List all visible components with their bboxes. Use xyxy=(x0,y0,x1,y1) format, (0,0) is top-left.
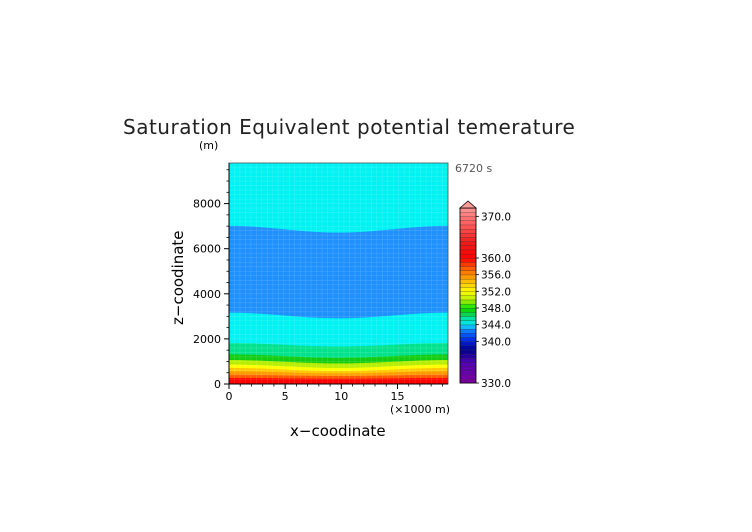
colorbar-level xyxy=(459,324,477,330)
colorbar: 370.0 360.0 356.0 352.0 348.0 344.0 340.0 330.0 xyxy=(458,200,511,390)
colorbar-level xyxy=(459,266,477,271)
colorbar-level xyxy=(459,232,477,238)
colorbar-level xyxy=(459,303,477,309)
colorbar-level xyxy=(459,341,477,346)
colorbar-level xyxy=(459,282,477,288)
colorbar-level xyxy=(459,262,477,267)
colorbar-level xyxy=(459,245,477,251)
x-axis-label: x−coodinate xyxy=(290,422,386,440)
colorbar-extend-arrow xyxy=(458,200,478,209)
colorbar-level xyxy=(459,362,477,367)
colorbar-level xyxy=(459,345,477,351)
x-tick-label: 5 xyxy=(282,390,289,403)
colorbar-level xyxy=(459,216,477,221)
colorbar-level xyxy=(459,374,477,380)
colorbar-level xyxy=(459,253,477,259)
y-axis: 0 2000 4000 6000 8000 xyxy=(193,163,230,391)
colorbar-tick-label: 330.0 xyxy=(481,378,511,390)
colorbar-level xyxy=(459,274,477,280)
colorbar-level xyxy=(459,357,477,363)
colorbar-level xyxy=(459,241,477,246)
y-tick-label: 4000 xyxy=(193,288,221,301)
colorbar-level xyxy=(459,249,477,255)
y-tick-label: 2000 xyxy=(193,333,221,346)
time-label: 6720 s xyxy=(455,162,492,175)
y-unit-label: (m) xyxy=(199,139,218,152)
colorbar-level xyxy=(459,312,477,317)
colorbar-level xyxy=(459,299,477,305)
colorbar-level xyxy=(459,237,477,242)
colorbar-level xyxy=(459,224,477,230)
y-tick-label: 6000 xyxy=(193,243,221,256)
y-tick-label: 8000 xyxy=(193,198,221,211)
colorbar-tick-label: 344.0 xyxy=(481,320,511,332)
colorbar-level xyxy=(459,287,477,292)
colorbar-tick-label: 360.0 xyxy=(481,253,511,265)
colorbar-level xyxy=(459,220,477,226)
colorbar-level xyxy=(459,291,477,296)
model-grid xyxy=(229,163,448,384)
colorbar-tick-label: 370.0 xyxy=(481,211,511,223)
y-axis-label: z−coodinate xyxy=(169,230,187,325)
colorbar-level xyxy=(459,270,477,276)
colorbar-level xyxy=(459,316,477,321)
colorbar-level xyxy=(459,328,477,334)
chart-title: Saturation Equivalent potential temeratu… xyxy=(123,115,575,139)
colorbar-level xyxy=(459,212,477,217)
colorbar-level xyxy=(459,257,477,263)
colorbar-tick-label: 356.0 xyxy=(481,270,511,282)
y-tick-label: 0 xyxy=(214,378,221,391)
colorbar-level xyxy=(459,366,477,371)
colorbar-level xyxy=(459,353,477,359)
colorbar-level xyxy=(459,278,477,284)
colorbar-tick-label: 348.0 xyxy=(481,303,511,315)
colorbar-level xyxy=(459,332,477,338)
x-tick-label: 10 xyxy=(334,390,348,403)
colorbar-level xyxy=(459,337,477,342)
colorbar-tick-label: 340.0 xyxy=(481,336,511,348)
colorbar-level xyxy=(459,370,477,376)
x-axis: 0 5 10 15 xyxy=(226,383,448,403)
colorbar-tick-label: 352.0 xyxy=(481,286,511,298)
colorbar-level xyxy=(459,349,477,355)
colorbar-level xyxy=(459,228,477,234)
colorbar-level xyxy=(459,307,477,313)
x-tick-label: 0 xyxy=(226,390,233,403)
colorbar-level xyxy=(459,207,477,213)
x-tick-label: 15 xyxy=(390,390,404,403)
plot-area xyxy=(228,162,449,385)
x-unit-label: (×1000 m) xyxy=(390,403,450,416)
colorbar-level xyxy=(459,295,477,301)
colorbar-level xyxy=(459,320,477,326)
